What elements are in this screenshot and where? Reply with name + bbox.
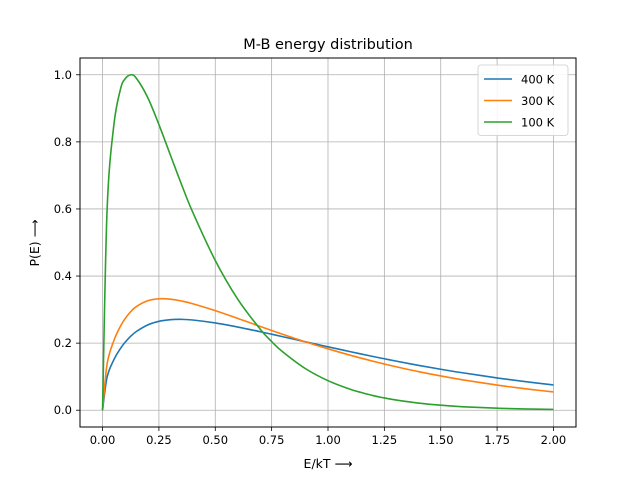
y-axis-ticks: 0.0 0.2 0.4 0.6 0.8 1.0 (54, 68, 80, 417)
x-tick-label: 1.00 (315, 433, 341, 447)
x-tick-label: 2.00 (541, 433, 567, 447)
y-tick-label: 0.8 (54, 135, 72, 149)
y-axis-label: P(E) ⟶ (27, 219, 42, 266)
x-axis-label: E/kT ⟶ (304, 456, 353, 471)
series-line-400-k (101, 318, 554, 411)
series-line-100-k (101, 73, 554, 411)
legend-label: 300 K (521, 94, 555, 108)
y-tick-label: 0.2 (54, 336, 72, 350)
x-axis-ticks: 0.00 0.25 0.50 0.75 1.00 1.25 1.50 1.75 2.00 (90, 427, 567, 447)
y-tick-label: 0.6 (54, 202, 72, 216)
legend-box (477, 64, 569, 136)
y-tick-label: 1.0 (54, 68, 72, 82)
y-tick-label: 0.4 (54, 269, 72, 283)
x-tick-label: 0.75 (259, 433, 285, 447)
y-tick-label: 0.0 (54, 403, 72, 417)
chart-title: M-B energy distribution (243, 37, 413, 53)
legend-label: 100 K (521, 116, 555, 130)
x-tick-label: 1.75 (484, 433, 510, 447)
x-tick-label: 1.25 (372, 433, 398, 447)
x-tick-label: 1.50 (428, 433, 454, 447)
legend: 400 K 300 K 100 K (477, 64, 569, 136)
series-layer (101, 73, 554, 411)
x-tick-label: 0.25 (146, 433, 172, 447)
series-line-300-k (101, 297, 554, 411)
legend-label: 400 K (521, 73, 555, 87)
x-tick-label: 0.50 (202, 433, 228, 447)
x-tick-label: 0.00 (90, 433, 116, 447)
